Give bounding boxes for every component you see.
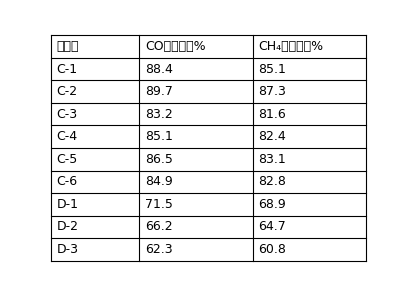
- Text: 85.1: 85.1: [258, 62, 286, 76]
- Text: 81.6: 81.6: [258, 108, 286, 121]
- Text: C-1: C-1: [57, 62, 78, 76]
- Text: 60.8: 60.8: [258, 243, 286, 256]
- Text: CO转化率，%: CO转化率，%: [145, 40, 206, 53]
- Text: 62.3: 62.3: [145, 243, 173, 256]
- Text: 82.8: 82.8: [258, 175, 286, 188]
- Text: 催化剂: 催化剂: [57, 40, 79, 53]
- Text: 82.4: 82.4: [258, 130, 286, 143]
- Text: C-6: C-6: [57, 175, 78, 188]
- Text: 68.9: 68.9: [258, 198, 286, 211]
- Text: 64.7: 64.7: [258, 220, 286, 234]
- Text: D-1: D-1: [57, 198, 79, 211]
- Text: CH₄选择性，%: CH₄选择性，%: [258, 40, 324, 53]
- Text: 84.9: 84.9: [145, 175, 173, 188]
- Text: 85.1: 85.1: [145, 130, 173, 143]
- Text: 87.3: 87.3: [258, 85, 286, 98]
- Text: 86.5: 86.5: [145, 153, 173, 166]
- Text: D-2: D-2: [57, 220, 79, 234]
- Text: 66.2: 66.2: [145, 220, 173, 234]
- Text: C-3: C-3: [57, 108, 78, 121]
- Text: C-5: C-5: [57, 153, 78, 166]
- Text: 71.5: 71.5: [145, 198, 173, 211]
- Text: 89.7: 89.7: [145, 85, 173, 98]
- Text: C-4: C-4: [57, 130, 78, 143]
- Text: C-2: C-2: [57, 85, 78, 98]
- Text: D-3: D-3: [57, 243, 79, 256]
- Text: 83.2: 83.2: [145, 108, 173, 121]
- Text: 88.4: 88.4: [145, 62, 173, 76]
- Text: 83.1: 83.1: [258, 153, 286, 166]
